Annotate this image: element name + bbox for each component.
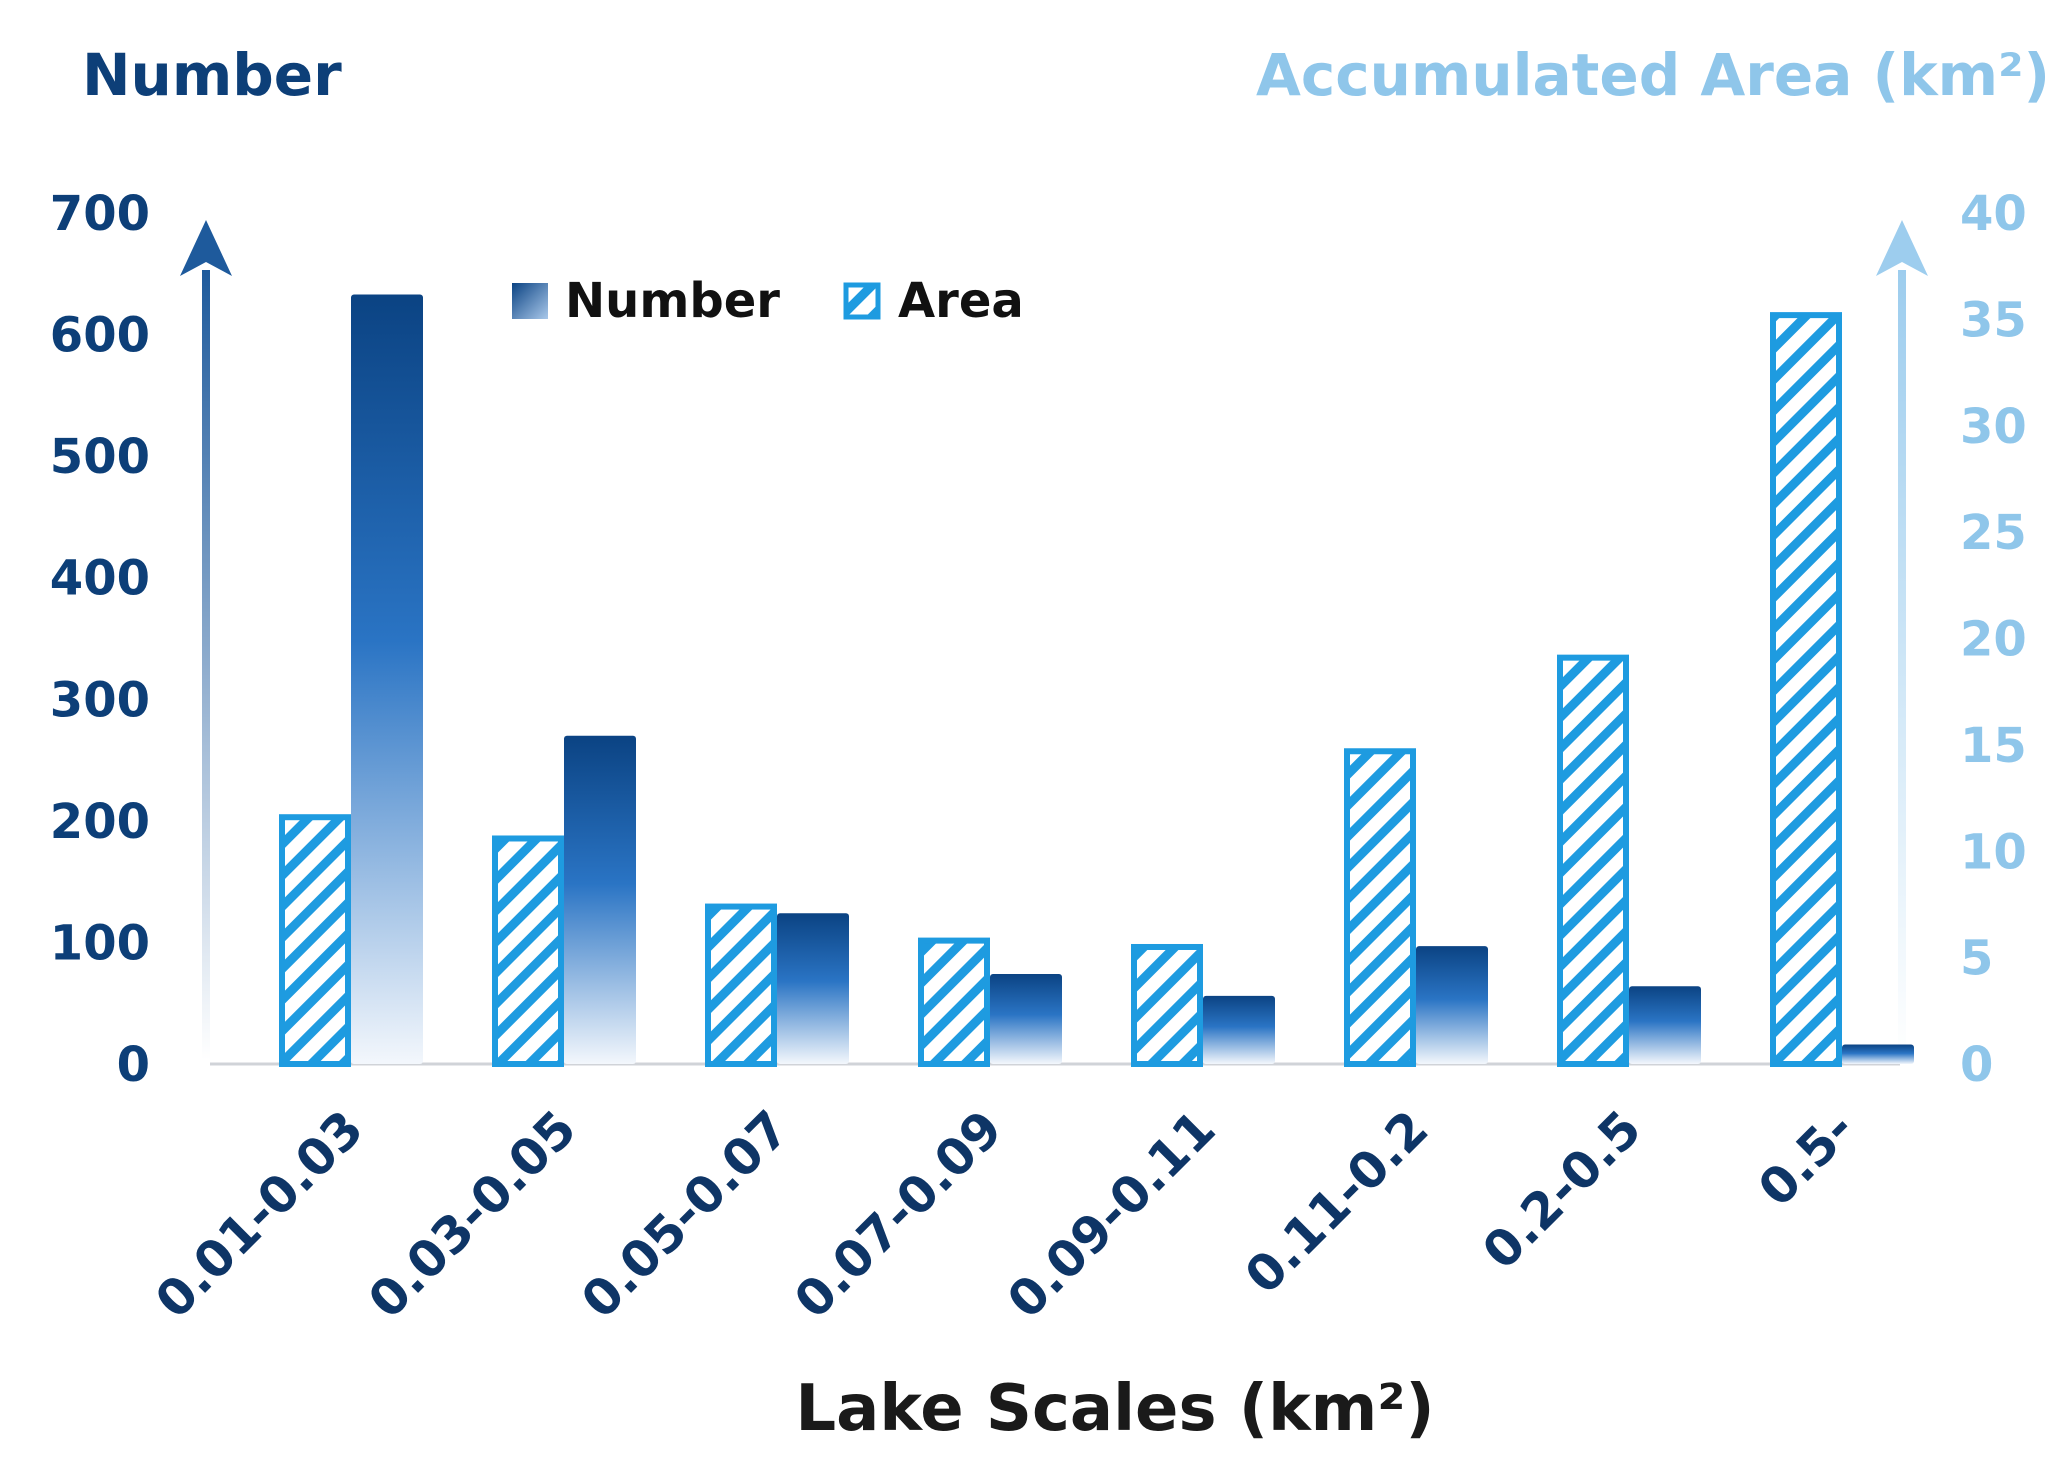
number-bar bbox=[990, 974, 1062, 1064]
left-tick-label: 400 bbox=[50, 551, 150, 607]
right-tick-label: 20 bbox=[1960, 612, 2027, 668]
legend-area-label: Area bbox=[898, 273, 1024, 329]
number-bar bbox=[351, 294, 423, 1064]
legend-number-swatch bbox=[512, 283, 548, 319]
right-axis-arrow bbox=[1876, 220, 1928, 1060]
bars bbox=[279, 294, 1914, 1068]
x-axis-title: Lake Scales (km²) bbox=[795, 1372, 1434, 1446]
x-tick-label: 0.11-0.2 bbox=[1234, 1099, 1440, 1305]
right-tick-label: 25 bbox=[1960, 505, 2027, 561]
number-bar bbox=[564, 735, 636, 1064]
right-axis-ticks: 0 5 10 15 20 25 30 35 40 bbox=[1960, 186, 2027, 1093]
x-tick-label: 0.09-0.11 bbox=[996, 1099, 1226, 1329]
left-tick-label: 200 bbox=[50, 794, 150, 850]
number-bar bbox=[1629, 986, 1701, 1064]
number-bar bbox=[777, 913, 849, 1064]
legend: Number Area bbox=[512, 273, 1024, 329]
x-tick-label: 0.03-0.05 bbox=[357, 1099, 587, 1329]
x-tick-label: 0.5- bbox=[1747, 1099, 1865, 1217]
right-tick-label: 30 bbox=[1960, 399, 2027, 455]
right-tick-label: 5 bbox=[1960, 931, 1993, 987]
area-bar bbox=[279, 814, 351, 1068]
x-tick-label: 0.2-0.5 bbox=[1472, 1099, 1653, 1280]
left-axis-ticks: 0 100 200 300 400 500 600 700 bbox=[50, 186, 150, 1093]
x-tick-label: 0.07-0.09 bbox=[783, 1099, 1013, 1329]
left-tick-label: 300 bbox=[50, 672, 150, 728]
legend-number-label: Number bbox=[565, 273, 780, 329]
x-tick-label: 0.05-0.07 bbox=[570, 1099, 800, 1329]
right-tick-label: 15 bbox=[1960, 718, 2027, 774]
left-tick-label: 500 bbox=[50, 429, 150, 485]
left-tick-label: 700 bbox=[50, 186, 150, 242]
left-tick-label: 600 bbox=[50, 308, 150, 364]
left-tick-label: 100 bbox=[50, 915, 150, 971]
x-tick-label: 0.01-0.03 bbox=[144, 1099, 374, 1329]
right-tick-label: 40 bbox=[1960, 186, 2027, 242]
area-bar bbox=[705, 903, 777, 1067]
number-bar bbox=[1203, 995, 1275, 1064]
number-bar bbox=[1416, 946, 1488, 1064]
left-tick-label: 0 bbox=[117, 1037, 150, 1093]
left-axis-arrow bbox=[180, 220, 232, 1060]
area-bar bbox=[1557, 654, 1629, 1068]
area-bar bbox=[1344, 748, 1416, 1067]
x-axis-tick-labels: 0.01-0.030.03-0.050.05-0.070.07-0.090.09… bbox=[144, 1099, 1865, 1329]
legend-area-swatch bbox=[843, 282, 881, 320]
right-tick-label: 0 bbox=[1960, 1037, 1993, 1093]
right-tick-label: 10 bbox=[1960, 824, 2027, 880]
left-axis-title: Number bbox=[82, 41, 342, 109]
area-bar bbox=[1131, 943, 1203, 1067]
number-bar bbox=[1842, 1044, 1914, 1064]
right-tick-label: 35 bbox=[1960, 292, 2027, 348]
area-bar bbox=[918, 937, 990, 1067]
right-axis-title: Accumulated Area (km²) bbox=[1256, 41, 2050, 109]
area-bar bbox=[1770, 312, 1842, 1067]
area-bar bbox=[492, 835, 564, 1067]
